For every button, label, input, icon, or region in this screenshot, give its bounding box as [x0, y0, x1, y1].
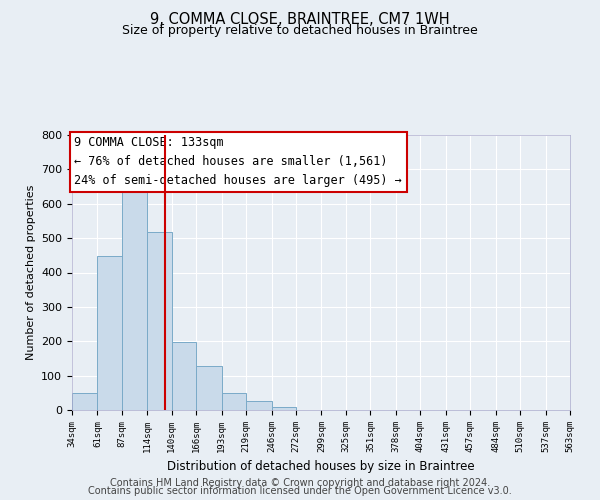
Bar	[196, 366, 221, 410]
X-axis label: Distribution of detached houses by size in Braintree: Distribution of detached houses by size …	[167, 460, 475, 473]
Y-axis label: Number of detached properties: Number of detached properties	[26, 185, 35, 360]
Text: Size of property relative to detached houses in Braintree: Size of property relative to detached ho…	[122, 24, 478, 37]
Bar	[272, 407, 296, 410]
Text: 9 COMMA CLOSE: 133sqm
← 76% of detached houses are smaller (1,561)
24% of semi-d: 9 COMMA CLOSE: 133sqm ← 76% of detached …	[74, 136, 402, 188]
Bar	[172, 342, 196, 410]
Bar	[122, 180, 148, 410]
Bar	[72, 393, 97, 410]
Bar	[148, 232, 172, 410]
Bar	[246, 402, 272, 410]
Bar	[97, 256, 122, 410]
Text: 9, COMMA CLOSE, BRAINTREE, CM7 1WH: 9, COMMA CLOSE, BRAINTREE, CM7 1WH	[150, 12, 450, 28]
Text: Contains public sector information licensed under the Open Government Licence v3: Contains public sector information licen…	[88, 486, 512, 496]
Text: Contains HM Land Registry data © Crown copyright and database right 2024.: Contains HM Land Registry data © Crown c…	[110, 478, 490, 488]
Bar	[221, 393, 246, 410]
